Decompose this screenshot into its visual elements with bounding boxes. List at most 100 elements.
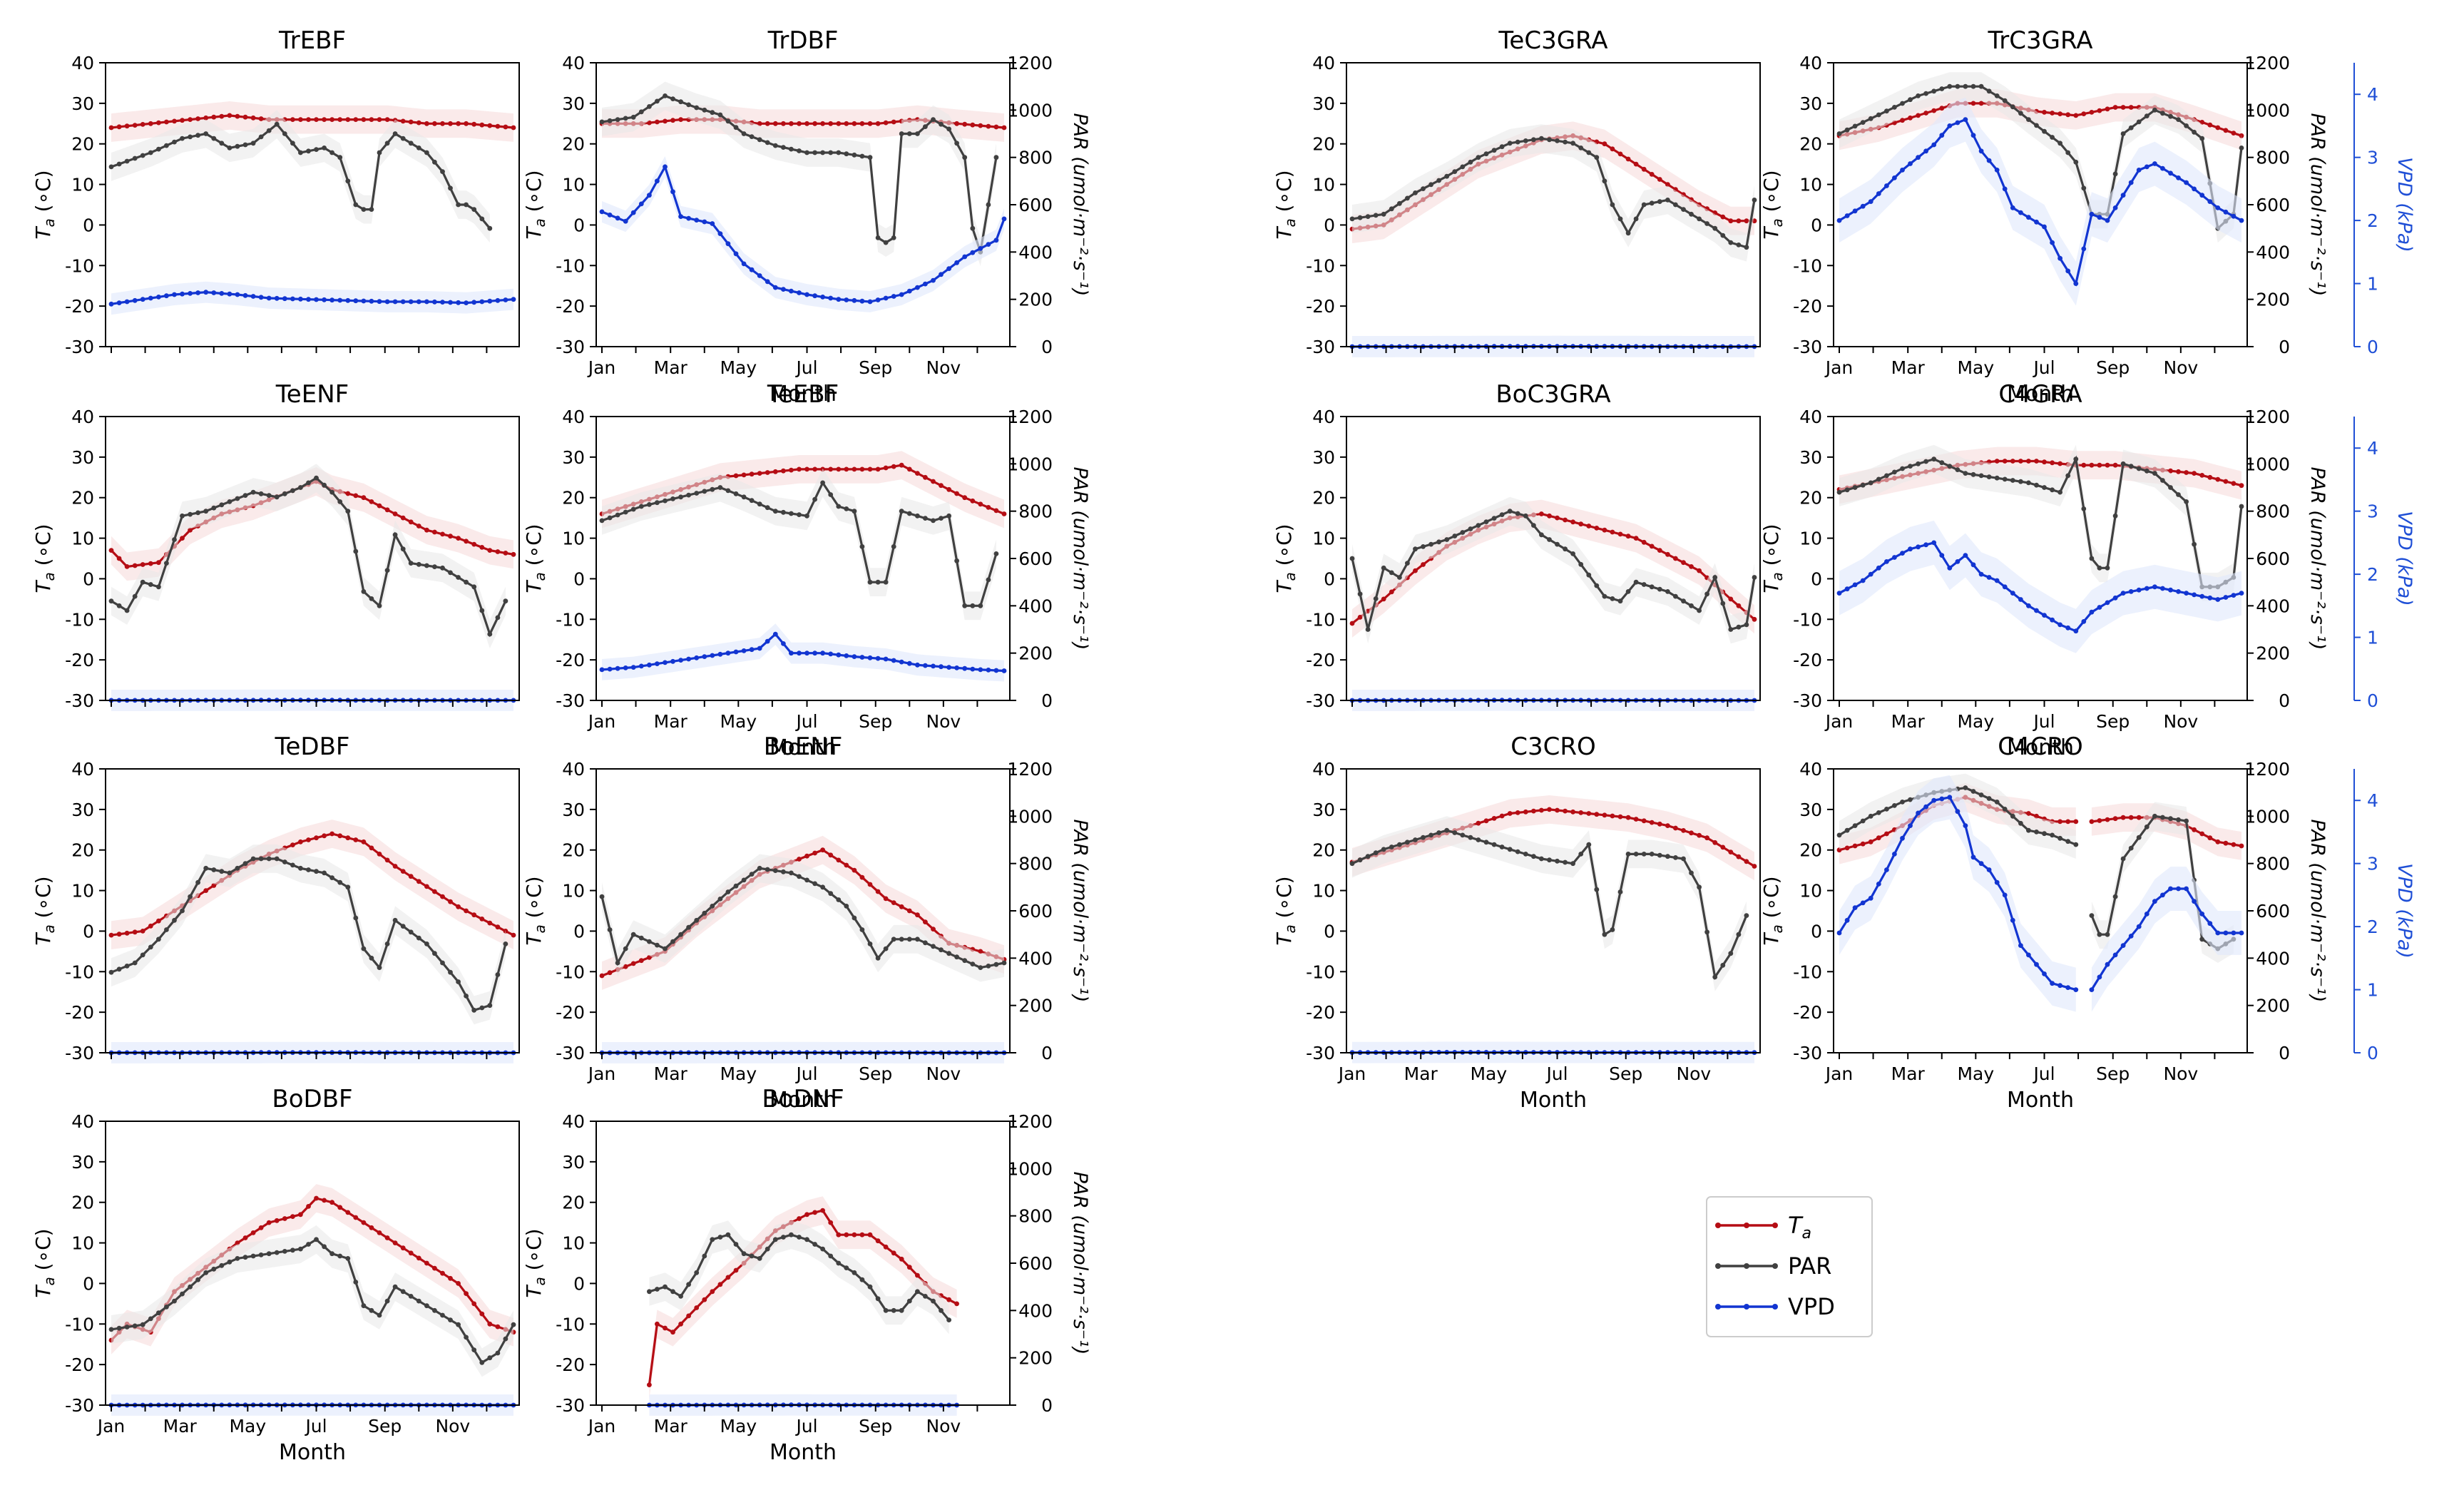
ta-point [899,462,904,468]
par-point [266,856,272,862]
par-point [702,489,707,494]
par-point [1507,509,1513,514]
month-tick-label: Jan [1824,1063,1854,1084]
par-point [1900,466,1905,471]
par-point [725,1232,731,1238]
par-point [1436,830,1441,835]
par-tick-label: 0 [2279,337,2290,357]
par-point [2192,541,2197,547]
vpd-point [2192,899,2197,904]
ta-point [1563,517,1568,523]
vpd-point [891,294,896,299]
vpd-point [1860,203,1866,209]
ta-point [2089,819,2095,825]
par-point [2144,113,2149,119]
par-point [314,1237,319,1242]
ta-point [1641,166,1647,172]
vpd-point [828,651,834,657]
ta-point [392,511,398,516]
par-point [923,516,928,521]
par-point [1978,473,1984,479]
par-point [623,116,628,121]
vpd-point [678,214,683,219]
vpd-point [844,297,849,302]
legend-marker-vpd [1772,1304,1778,1310]
ta-point [875,466,881,472]
legend-label-vpd: VPD [1788,1293,1835,1320]
par-point [2176,817,2181,822]
par-point [2057,489,2063,495]
vpd-point [923,663,928,668]
par-point [172,917,177,923]
ta-point [804,853,809,859]
vpd-point [812,650,817,656]
vpd-point [623,218,628,224]
month-tick-label: Sep [2096,711,2130,732]
ta-point [361,839,367,844]
par-point [361,946,367,951]
vpd-point [607,213,613,218]
par-point [235,865,240,871]
x-axis-label: Month [1520,1088,1587,1113]
vpd-point [717,651,723,657]
vpd-point [2097,605,2102,610]
vpd-point [702,219,707,225]
ta-point [116,932,122,937]
par-point [2168,113,2173,119]
par-point [1860,482,1866,488]
ta-tick-label: 30 [562,93,585,114]
ta-tick-label: 10 [1312,881,1335,902]
par-point [1373,596,1379,601]
vpd-point [2160,892,2165,898]
par-point [306,480,311,486]
ta-point [939,483,944,489]
ta-point [765,470,770,475]
par-point [2034,123,2039,128]
ta-point [329,117,334,123]
ta-point [2073,113,2079,118]
month-tick-label: Sep [2096,357,2130,378]
par-point [2152,813,2157,819]
vpd-point [1963,823,1968,828]
par-point [1594,583,1600,588]
ta-tick-label: 30 [1799,447,1822,468]
par-point [2097,565,2102,571]
ta-tick-label: -30 [556,1043,585,1063]
ta-point [408,519,414,525]
par-point [2160,478,2165,483]
vpd-point [781,287,786,292]
ta-tick-label: 30 [71,1152,94,1173]
ta-point [2136,815,2142,820]
par-point [432,951,437,956]
ta-point [132,563,138,568]
par-point [1697,608,1702,613]
vpd-point [2152,584,2157,590]
ta-point [164,119,169,125]
par-point [1365,854,1371,859]
ta-point [1389,589,1394,595]
par-point [2089,913,2095,918]
vpd-point [180,291,185,297]
par-point [1602,593,1607,599]
vpd-point [1931,142,1937,148]
ta-tick-label: 30 [1312,93,1335,114]
month-tick-label: Nov [435,1416,470,1436]
ta-point [1673,825,1678,831]
ta-point [424,121,429,126]
ta-point [2199,831,2205,837]
par-point [392,917,398,923]
vpd-point [1939,133,1945,138]
ta-point [2112,462,2118,468]
month-tick-label: Jan [1824,357,1854,378]
par-point [2002,476,2008,482]
par-point [1978,83,1984,89]
par-point [2168,816,2173,822]
ta-point [710,1289,715,1295]
ta-axis-label: Ta (∘C) [1759,524,1786,593]
par-point [282,859,287,864]
ta-point [607,970,613,976]
par-point [686,102,691,108]
par-point [678,494,683,500]
vpd-tick-label: 3 [2367,148,2378,168]
par-point [1476,523,1481,528]
